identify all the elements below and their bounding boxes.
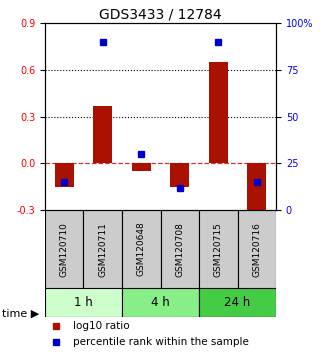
Text: 4 h: 4 h [151, 296, 170, 309]
Text: 1 h: 1 h [74, 296, 93, 309]
Title: GDS3433 / 12784: GDS3433 / 12784 [99, 8, 222, 22]
Bar [45, 210, 83, 288]
Text: GSM120710: GSM120710 [60, 222, 69, 276]
Text: time ▶: time ▶ [2, 308, 39, 318]
Bar [209, 62, 228, 163]
Bar [132, 163, 151, 171]
Bar [122, 288, 199, 317]
Bar [238, 210, 276, 288]
Text: GSM120715: GSM120715 [214, 222, 223, 276]
Bar [55, 163, 74, 187]
Text: GSM120711: GSM120711 [98, 222, 107, 276]
Text: percentile rank within the sample: percentile rank within the sample [73, 337, 248, 347]
Bar [247, 163, 266, 218]
Bar [160, 210, 199, 288]
Text: GSM120648: GSM120648 [137, 222, 146, 276]
Bar [83, 210, 122, 288]
Bar [93, 105, 112, 163]
Bar [199, 288, 276, 317]
Bar [170, 163, 189, 187]
Text: 24 h: 24 h [224, 296, 251, 309]
Text: log10 ratio: log10 ratio [73, 321, 129, 331]
Bar [122, 210, 160, 288]
Bar [45, 288, 122, 317]
Text: GSM120708: GSM120708 [175, 222, 184, 276]
Text: GSM120716: GSM120716 [252, 222, 261, 276]
Bar [199, 210, 238, 288]
